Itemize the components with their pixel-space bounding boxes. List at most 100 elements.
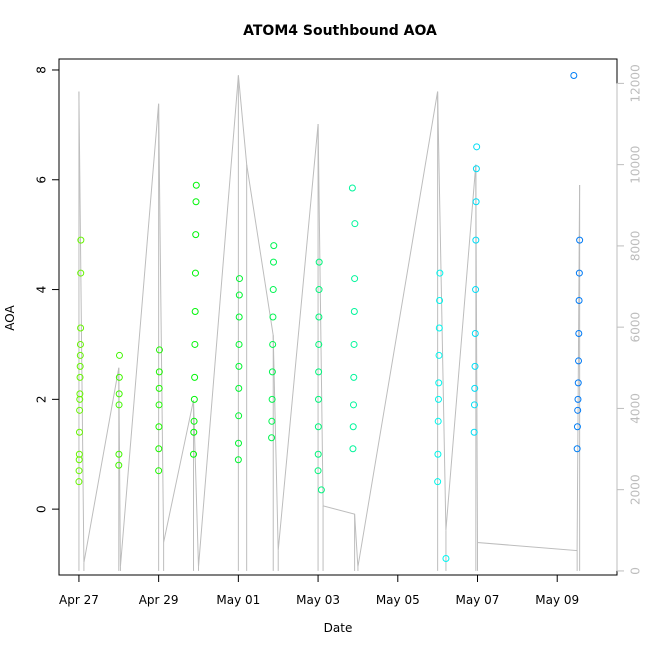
data-point [234, 439, 242, 447]
data-point [76, 340, 84, 348]
data-point [75, 467, 83, 475]
data-point [574, 406, 582, 414]
data-point [434, 417, 442, 425]
data-point [442, 555, 450, 563]
data-point [76, 406, 84, 414]
data-point [268, 434, 276, 442]
data-point [315, 340, 323, 348]
data-point [575, 297, 583, 305]
data-point [470, 401, 478, 409]
data-point [268, 417, 276, 425]
data-point [77, 324, 85, 332]
data-point [76, 351, 84, 359]
x-tick-label: May 01 [216, 593, 260, 607]
data-point [192, 231, 200, 239]
data-point [192, 198, 200, 206]
data-point [434, 478, 442, 486]
y-tick-label: 6 [35, 176, 49, 184]
data-point [76, 390, 84, 398]
data-point [191, 373, 199, 381]
x-tick-label: May 07 [456, 593, 500, 607]
data-point [155, 346, 163, 354]
data-point [575, 357, 583, 365]
data-point [473, 143, 481, 151]
y2-tick-label: 10000 [629, 146, 643, 184]
data-point [472, 165, 480, 173]
data-point [472, 198, 480, 206]
data-point [436, 269, 444, 277]
data-point [191, 308, 199, 316]
data-point [314, 467, 322, 475]
data-point [350, 401, 357, 409]
x-tick-label: May 03 [296, 593, 340, 607]
data-point [268, 395, 276, 403]
data-point [235, 384, 243, 392]
data-point [115, 450, 123, 458]
data-point [155, 423, 163, 431]
data-point [315, 258, 323, 266]
data-point [349, 423, 357, 431]
data-point [434, 395, 442, 403]
data-point [235, 291, 243, 299]
data-point [269, 313, 277, 321]
data-point [76, 395, 84, 403]
data-point [235, 412, 243, 420]
y-tick-label: 2 [35, 396, 49, 404]
y-tick-label: 8 [35, 66, 49, 74]
y2-tick-label: 6000 [629, 312, 643, 343]
data-point [314, 450, 322, 458]
data-point [155, 445, 163, 453]
data-point [349, 445, 357, 453]
data-point [570, 71, 578, 79]
data-point [573, 445, 581, 453]
x-axis-label: Date [324, 621, 353, 635]
data-point [575, 269, 583, 277]
y2-tick-label: 4000 [629, 393, 643, 424]
data-point [348, 184, 356, 192]
chart-title: ATOM4 Southbound AOA [243, 23, 437, 39]
data-point [315, 286, 323, 294]
data-point [472, 236, 480, 244]
data-point [115, 390, 123, 398]
data-point [115, 373, 123, 381]
x-tick-label: Apr 27 [59, 593, 99, 607]
data-point [574, 395, 582, 403]
x-tick-label: May 09 [535, 593, 579, 607]
data-point [268, 368, 276, 376]
x-tick-label: Apr 29 [139, 593, 179, 607]
data-point [434, 450, 442, 458]
data-point [115, 351, 123, 359]
x-tick-label: May 05 [376, 593, 420, 607]
data-point [573, 423, 581, 431]
data-point [270, 242, 278, 250]
point-series [75, 71, 584, 563]
data-point [471, 384, 479, 392]
data-point [351, 220, 359, 228]
data-point [190, 417, 198, 425]
axes: Apr 27 Apr 29 May 01 May 03 May 05 May 07 May … [35, 64, 643, 607]
data-point [190, 428, 198, 436]
data-point [350, 308, 358, 316]
data-point [472, 286, 480, 294]
data-point [435, 324, 443, 332]
data-point [315, 368, 323, 376]
data-point [234, 456, 242, 464]
data-point [75, 456, 83, 464]
data-point [76, 362, 84, 370]
data-point [314, 423, 322, 431]
data-point [155, 368, 163, 376]
data-point [76, 373, 84, 381]
data-point [471, 362, 479, 370]
data-point [115, 401, 123, 409]
y2-tick-label: 2000 [629, 474, 643, 505]
data-point [235, 362, 243, 370]
data-point [435, 379, 443, 387]
data-point [235, 275, 243, 283]
data-point [190, 450, 198, 458]
data-point [351, 275, 359, 283]
y-axis-label: AOA [3, 304, 17, 330]
data-point [270, 258, 278, 266]
data-point [269, 286, 277, 294]
altitude-line [78, 75, 581, 567]
